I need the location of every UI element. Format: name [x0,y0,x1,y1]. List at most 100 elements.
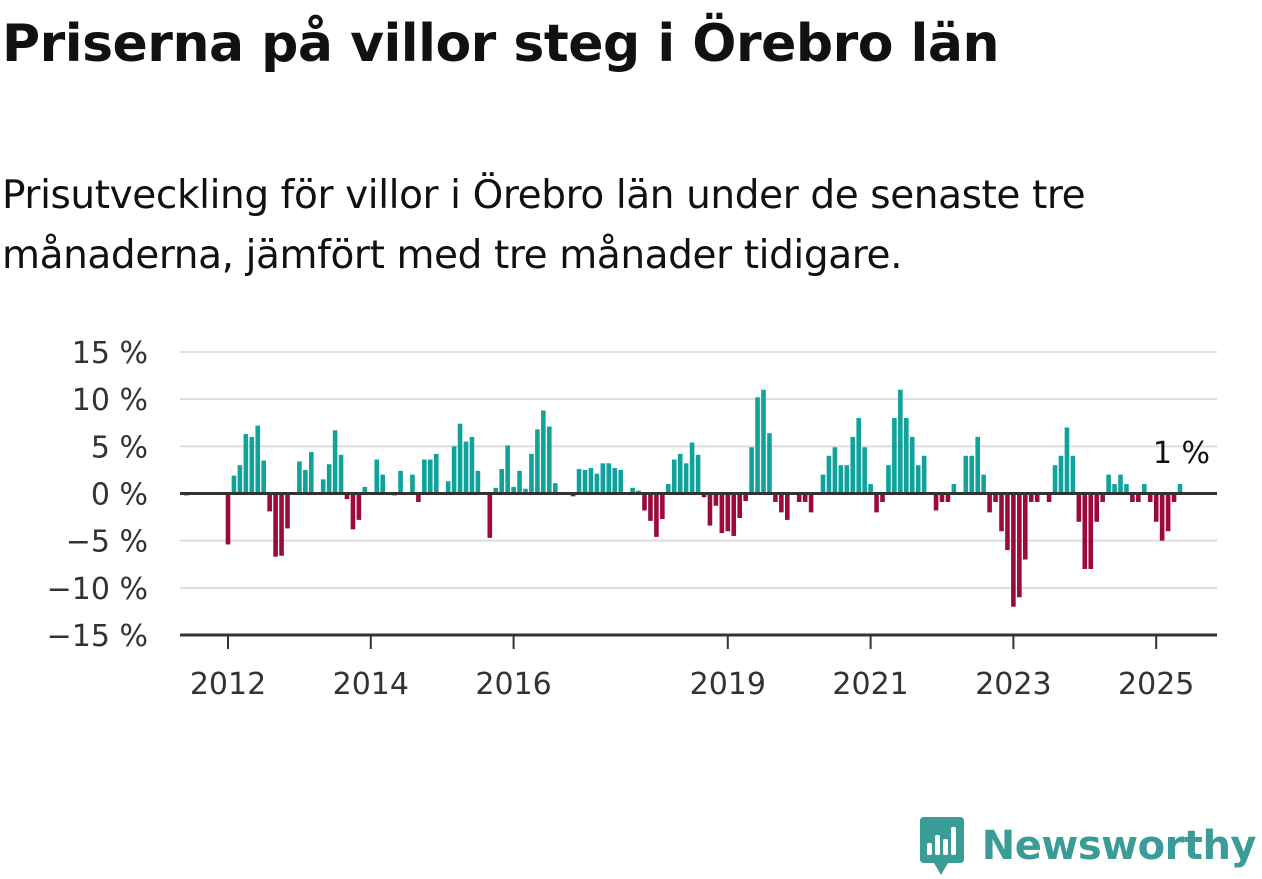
bar-negative [1165,493,1171,532]
bar-negative [779,493,784,513]
bar-positive [963,455,969,494]
bar-negative [654,493,659,537]
bar-positive [826,455,832,494]
bar-negative [416,493,421,502]
bar-negative [743,493,748,502]
bar-positive [820,474,826,494]
bar-positive [380,474,385,494]
bar-positive [612,468,618,494]
bar-positive [666,484,671,494]
bar-negative [1005,493,1010,551]
bar-positive [237,465,243,494]
bar-positive [529,453,534,494]
bar-positive [594,473,600,494]
bar-negative [344,493,350,500]
bar-positive [1070,455,1076,494]
x-tick-label: 2019 [690,667,766,702]
y-tick-label: 15 % [72,336,148,371]
grid-layer [180,351,1217,589]
bar-negative [993,493,998,502]
bar-positive [451,446,457,494]
bar-negative [1023,493,1028,560]
bar-positive [1058,455,1064,494]
bar-positive [243,434,249,494]
bar-negative [1082,493,1088,569]
bar-positive [1124,484,1129,494]
y-tick-label: 0 % [91,478,148,513]
bar-positive [374,459,380,494]
bar-negative [939,493,945,502]
end-value-label: 1 % [1153,436,1210,471]
bar-positive [457,423,463,494]
bar-positive [1177,484,1183,494]
bar-positive [493,487,499,494]
bar-negative [1153,493,1159,522]
bar-positive [921,455,927,494]
bar-negative [1028,493,1034,502]
bar-positive [677,453,683,494]
bar-negative [987,493,992,513]
bar-positive [951,484,957,494]
bar-negative [808,493,814,513]
y-tick-label: 5 % [91,430,148,465]
bar-positive [231,475,237,494]
bar-positive [338,454,344,494]
bar-negative [1147,493,1153,502]
bar-positive [904,418,909,494]
bar-negative [660,493,665,519]
bar-negative [279,493,284,556]
bar-positive [523,488,528,494]
bar-positive [850,436,856,494]
bar-positive [975,436,980,494]
bar-positive [463,441,469,494]
bar-positive [1118,474,1123,494]
bar-negative [1130,493,1135,502]
bar-positive [671,459,677,494]
bar-negative [880,493,885,502]
bar-negative [285,493,290,529]
bar-positive [469,436,475,494]
bar-negative [1076,493,1082,522]
bar-negative [1017,493,1022,598]
bar-negative [267,493,272,512]
bar-negative [796,493,802,502]
axis-layer: 15 % 10 % 5 % 0 % −5 % −10 % −15 % 2012 2014 2016… [47,336,1217,702]
bar-positive [1064,427,1070,494]
bar-positive [475,470,481,494]
bar-positive [862,447,867,494]
bar-positive [683,463,689,494]
bar-positive [320,479,326,494]
x-tick-label: 2014 [333,667,409,702]
bar-negative [1034,493,1040,502]
bar-positive [767,433,772,494]
bar-positive [868,484,873,494]
bar-positive [499,468,504,494]
bar-layer [184,389,1183,607]
bar-positive [898,389,903,494]
bar-negative [737,493,742,519]
bar-positive [303,469,308,494]
x-tick-label: 2021 [832,667,908,702]
bar-positive [511,486,516,494]
bar-positive [1112,484,1117,494]
x-tick-label: 2016 [475,667,551,702]
bar-negative [802,493,808,502]
newsworthy-logo-icon [919,817,964,875]
bar-positive [886,465,891,494]
bar-positive [981,474,986,494]
bar-negative [701,493,707,498]
y-tick-label: −15 % [47,619,148,654]
bar-positive [695,454,701,494]
bar-negative [487,493,493,538]
bar-positive [309,451,314,494]
bar-positive [255,425,261,494]
bar-negative [1088,493,1094,569]
bar-positive [838,465,844,494]
bar-positive [535,429,540,494]
bar-negative [1011,493,1016,607]
bar-negative [1171,493,1177,502]
bar-positive [892,418,897,494]
bar-positive [832,447,838,494]
bar-negative [356,493,362,520]
